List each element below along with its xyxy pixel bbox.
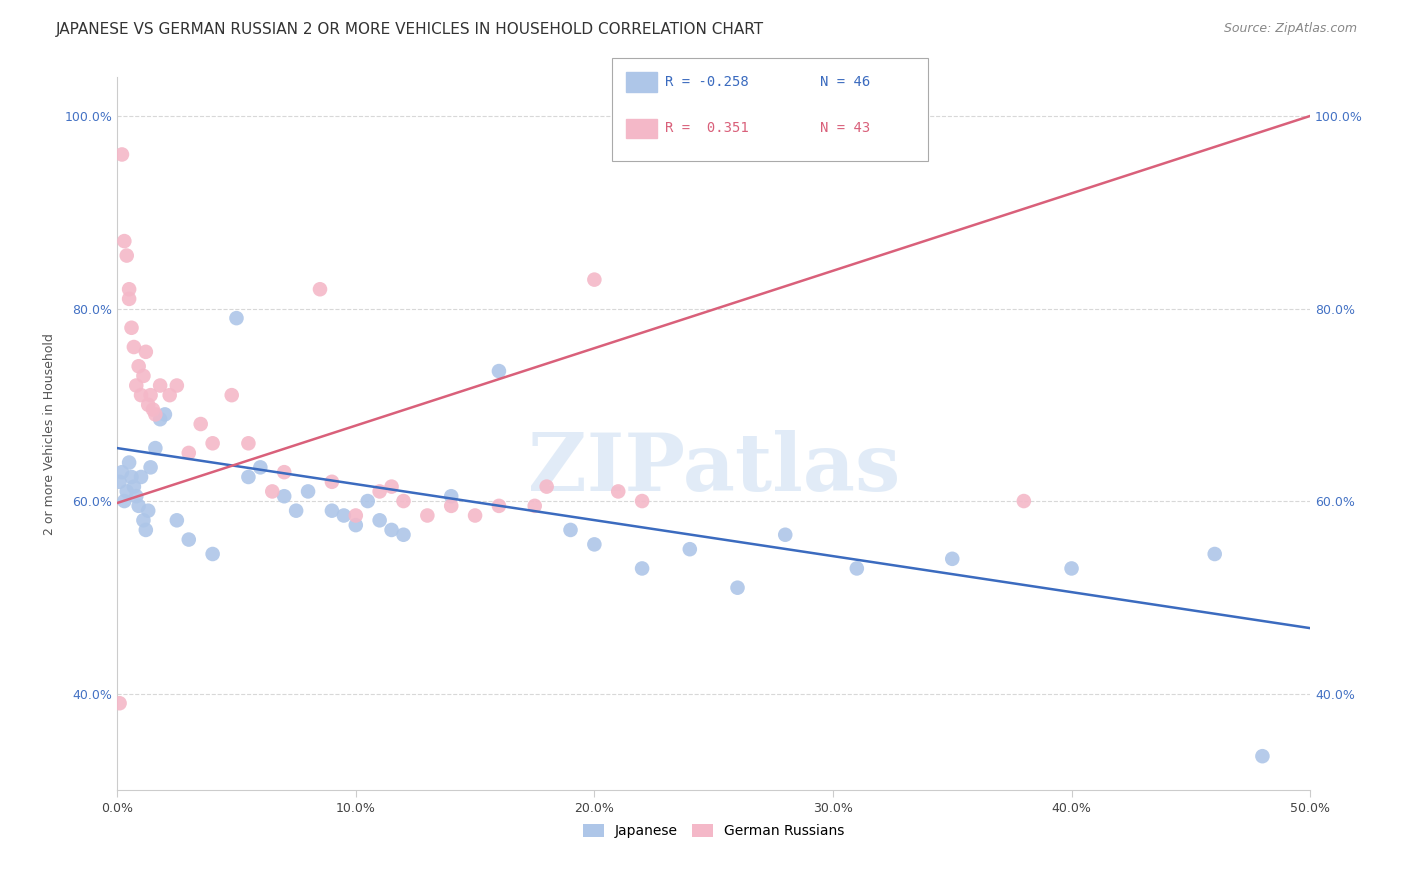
Point [112, 234, 135, 248]
Point [122, 480, 145, 494]
Point [941, 551, 963, 566]
Point [440, 499, 463, 513]
Point [115, 484, 138, 499]
Point [392, 494, 415, 508]
Point [122, 340, 145, 354]
Point [464, 508, 486, 523]
Point [139, 460, 162, 475]
Point [125, 378, 148, 392]
Text: N = 46: N = 46 [820, 75, 870, 89]
Point [273, 465, 295, 479]
Point [135, 523, 157, 537]
Point [285, 504, 308, 518]
Point [440, 489, 463, 503]
Point [238, 470, 260, 484]
Point [201, 436, 224, 450]
Point [225, 311, 247, 326]
Point [129, 388, 152, 402]
Point [159, 388, 181, 402]
Point [118, 456, 141, 470]
Text: Source: ZipAtlas.com: Source: ZipAtlas.com [1223, 22, 1357, 36]
Point [536, 480, 558, 494]
Point [1012, 494, 1035, 508]
Point [773, 527, 796, 541]
Point [153, 408, 176, 422]
Point [221, 388, 243, 402]
Point [135, 344, 157, 359]
Point [523, 499, 546, 513]
Point [583, 272, 606, 286]
Point [145, 408, 167, 422]
Point [128, 499, 150, 513]
Point [142, 402, 165, 417]
Point [344, 518, 367, 533]
Point [1060, 561, 1083, 575]
Point [297, 484, 319, 499]
Text: N = 43: N = 43 [820, 121, 870, 136]
Point [145, 441, 167, 455]
Point [583, 537, 606, 551]
Point [136, 398, 159, 412]
Point [132, 513, 155, 527]
Text: R =  0.351: R = 0.351 [665, 121, 749, 136]
Point [177, 533, 200, 547]
Point [112, 494, 135, 508]
Point [249, 460, 271, 475]
Point [149, 412, 172, 426]
Point [139, 388, 162, 402]
Point [631, 561, 654, 575]
Point [416, 508, 439, 523]
Point [309, 282, 332, 296]
Point [201, 547, 224, 561]
Point [177, 446, 200, 460]
Point [125, 489, 148, 503]
Point [118, 282, 141, 296]
Point [631, 494, 654, 508]
Text: R = -0.258: R = -0.258 [665, 75, 749, 89]
Point [121, 470, 143, 484]
Point [121, 320, 143, 334]
Point [190, 417, 212, 431]
Legend: Japanese, German Russians: Japanese, German Russians [578, 818, 849, 844]
Point [129, 470, 152, 484]
Point [321, 504, 343, 518]
Point [111, 147, 134, 161]
Y-axis label: 2 or more Vehicles in Household: 2 or more Vehicles in Household [44, 333, 56, 534]
Point [115, 248, 138, 262]
Point [488, 364, 510, 378]
Point [380, 523, 402, 537]
Point [166, 513, 188, 527]
Point [727, 581, 749, 595]
Point [1204, 547, 1226, 561]
Point [128, 359, 150, 374]
Point [273, 489, 295, 503]
Point [136, 504, 159, 518]
Point [166, 378, 188, 392]
Point [560, 523, 582, 537]
Point [111, 465, 134, 479]
Point [488, 499, 510, 513]
Point [149, 378, 172, 392]
Point [321, 475, 343, 489]
Point [118, 292, 141, 306]
Point [238, 436, 260, 450]
Point [368, 484, 391, 499]
Point [108, 475, 131, 489]
Point [344, 508, 367, 523]
Point [607, 484, 630, 499]
Text: JAPANESE VS GERMAN RUSSIAN 2 OR MORE VEHICLES IN HOUSEHOLD CORRELATION CHART: JAPANESE VS GERMAN RUSSIAN 2 OR MORE VEH… [56, 22, 765, 37]
Point [262, 484, 284, 499]
Point [679, 542, 702, 557]
Point [392, 527, 415, 541]
Point [845, 561, 868, 575]
Point [1251, 749, 1274, 764]
Point [357, 494, 380, 508]
Point [380, 480, 402, 494]
Point [333, 508, 356, 523]
Point [108, 696, 131, 710]
Text: ZIPatlas: ZIPatlas [527, 430, 900, 508]
Point [132, 368, 155, 383]
Point [368, 513, 391, 527]
